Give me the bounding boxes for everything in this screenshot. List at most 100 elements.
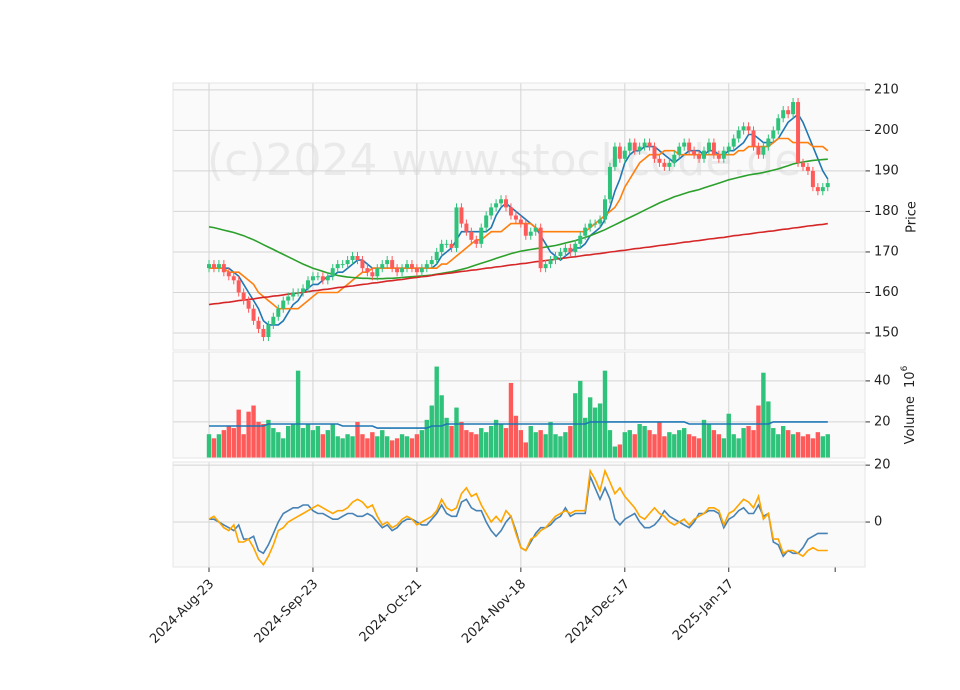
volume-bar — [721, 438, 726, 458]
volume-bar — [568, 426, 573, 458]
volume-bar — [335, 436, 340, 458]
candle-body — [642, 142, 647, 147]
candle-body — [360, 260, 365, 269]
volume-bar — [696, 438, 702, 458]
x-tick-label: 2024-Sep-23 — [252, 577, 322, 647]
candle-body — [632, 142, 637, 151]
candle-body — [256, 320, 261, 329]
volume-bar — [488, 426, 494, 458]
volume-bar — [518, 430, 524, 458]
candle-body — [419, 268, 424, 273]
candle-body — [231, 276, 236, 281]
candle-body — [236, 280, 241, 293]
volume-bar — [751, 430, 756, 458]
candle-body — [657, 158, 662, 163]
candle-body — [340, 264, 345, 266]
candle-body — [706, 142, 711, 151]
volume-bar — [558, 436, 563, 458]
candle-body — [459, 207, 464, 224]
candle-body — [746, 126, 751, 131]
volume-bar — [261, 423, 266, 458]
candle-body — [429, 260, 434, 265]
volume-bar — [805, 434, 811, 458]
volume-bar — [612, 446, 618, 458]
candle-body — [578, 235, 583, 244]
candle-body — [677, 146, 682, 155]
volume-bar — [587, 397, 593, 458]
candle-body — [291, 292, 296, 297]
candle-body — [617, 146, 622, 159]
y-tick-label: 170 — [874, 244, 899, 259]
candle-body — [553, 256, 558, 261]
candle-body — [756, 146, 761, 155]
candle-body — [370, 272, 375, 277]
volume-bar — [305, 423, 311, 458]
candle-body — [246, 300, 251, 309]
volume-bar — [766, 401, 771, 458]
candle-body — [414, 268, 419, 273]
volume-bar — [711, 430, 717, 458]
volume-bar — [820, 436, 825, 458]
volume-bar — [493, 419, 499, 458]
candle-body — [454, 207, 459, 248]
volume-bar — [345, 434, 350, 458]
volume-bar — [251, 405, 256, 458]
volume-bar — [647, 430, 652, 458]
candle-body — [355, 256, 360, 261]
volume-bar — [627, 430, 632, 458]
candle-body — [390, 260, 395, 269]
volume-bar — [370, 432, 375, 458]
candle-body — [815, 187, 820, 192]
candle-body — [523, 223, 528, 236]
candle-body — [335, 264, 340, 269]
volume-bar — [795, 432, 801, 458]
volume-bar — [592, 407, 598, 458]
volume-bar — [479, 428, 484, 458]
volume-bar — [414, 434, 420, 458]
volume-bar — [424, 419, 429, 458]
candle-body — [216, 264, 221, 269]
volume-bar — [632, 434, 637, 458]
volume-bar — [701, 419, 707, 458]
y-tick-label: 200 — [874, 123, 899, 138]
candle-body — [508, 207, 513, 216]
volume-bar — [548, 421, 553, 458]
volume-bar — [276, 432, 281, 458]
y-tick-label: 0 — [874, 515, 882, 530]
volume-bar — [434, 366, 439, 458]
volume-bar — [399, 434, 405, 458]
candle-body — [598, 219, 603, 224]
candle-body — [528, 231, 533, 236]
volume-bar — [825, 434, 830, 458]
volume-bar — [498, 423, 504, 458]
volume-bar — [355, 421, 360, 458]
candle-body — [731, 138, 736, 147]
volume-bar — [290, 423, 296, 458]
volume-bar — [523, 442, 528, 458]
candle-body — [405, 264, 409, 269]
y-tick-label: 160 — [874, 285, 899, 300]
volume-bar — [330, 423, 335, 458]
volume-bar — [310, 430, 316, 458]
volume-bar — [637, 423, 642, 458]
candle-body — [647, 142, 652, 147]
candle-body — [667, 162, 672, 167]
volume-bar — [320, 434, 326, 458]
candle-body — [320, 276, 325, 281]
volume-bar — [597, 403, 603, 458]
volume-bar — [221, 430, 227, 458]
volume-bar — [226, 426, 231, 458]
candle-body — [266, 324, 271, 338]
price-axis-label: Price — [905, 201, 920, 233]
volume-bar — [340, 438, 345, 458]
candle-body — [464, 223, 469, 232]
moving-average-line — [208, 222, 828, 306]
candle-body — [518, 219, 523, 224]
y-tick-label: 40 — [874, 373, 891, 388]
volume-bar — [360, 434, 365, 458]
x-tick-label: 2024-Nov-18 — [459, 577, 529, 647]
volume-bar — [469, 432, 474, 458]
volume-axis-label: Volume 106 — [900, 365, 918, 444]
volume-bar — [394, 438, 400, 458]
candle-body — [271, 316, 276, 325]
